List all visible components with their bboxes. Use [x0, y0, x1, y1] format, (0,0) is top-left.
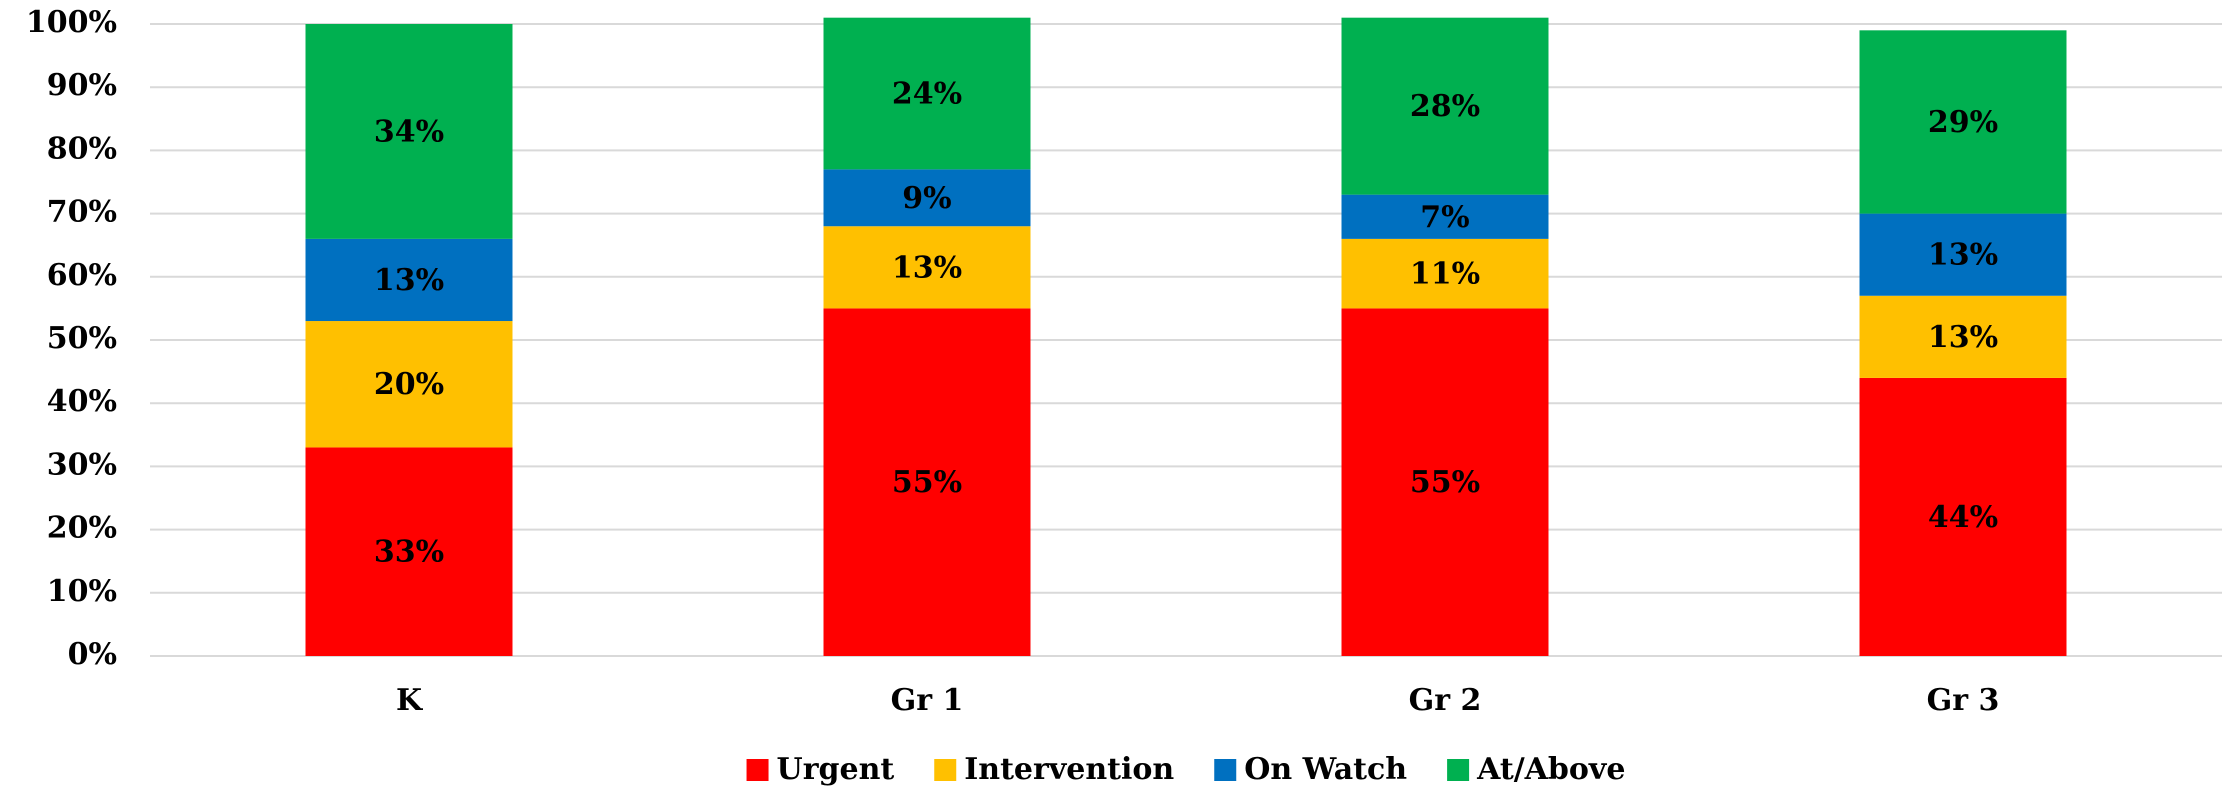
bar-segment: [305, 447, 513, 656]
value-label: 34%: [374, 114, 444, 149]
legend-label: At/Above: [1476, 752, 1625, 787]
x-tick-label: K: [396, 683, 423, 718]
bar-segment: [1341, 194, 1549, 239]
y-tick-label: 30%: [47, 447, 117, 482]
value-label: 9%: [902, 181, 951, 216]
legend-swatch: [1447, 759, 1470, 781]
y-tick-label: 20%: [47, 511, 117, 546]
x-tick-label: Gr 3: [1927, 683, 2000, 718]
bar-segment: [1341, 238, 1549, 309]
y-tick-label: 50%: [47, 321, 117, 356]
y-tick-label: 10%: [47, 574, 117, 609]
bar-segment: [1341, 17, 1549, 195]
value-label: 13%: [892, 250, 962, 285]
y-tick-label: 40%: [47, 384, 117, 419]
bar-segment: [305, 24, 513, 239]
bar-segment: [1859, 295, 2067, 378]
value-label: 7%: [1420, 200, 1469, 235]
legend-label: Urgent: [777, 752, 895, 787]
bar-segment: [1341, 308, 1549, 656]
bar-segment: [305, 238, 513, 322]
legend-label: On Watch: [1244, 752, 1407, 787]
value-label: 33%: [374, 535, 444, 570]
bar-segment: [1859, 213, 2067, 296]
value-label: 44%: [1928, 500, 1998, 535]
legend-label: Intervention: [964, 752, 1174, 787]
bar-segment: [305, 321, 513, 448]
y-tick-label: 70%: [47, 195, 117, 230]
value-label: 28%: [1410, 89, 1480, 124]
legend-swatch: [934, 759, 957, 781]
y-tick-label: 90%: [47, 68, 117, 103]
x-tick-label: Gr 2: [1409, 683, 1482, 718]
y-tick-label: 80%: [47, 131, 117, 166]
value-label: 20%: [374, 367, 444, 402]
bar-segment: [1859, 30, 2067, 214]
legend-swatch: [746, 759, 769, 781]
value-label: 55%: [892, 465, 962, 500]
value-label: 24%: [892, 77, 962, 112]
bar-segment: [823, 308, 1031, 656]
x-tick-label: Gr 1: [891, 683, 964, 718]
value-label: 13%: [1928, 320, 1998, 355]
value-label: 29%: [1928, 105, 1998, 140]
y-tick-label: 0%: [68, 637, 117, 672]
value-label: 13%: [1928, 238, 1998, 273]
bar-segment: [823, 17, 1031, 170]
value-label: 55%: [1410, 465, 1480, 500]
y-tick-label: 60%: [47, 258, 117, 293]
legend-swatch: [1214, 759, 1237, 781]
bar-segment: [823, 226, 1031, 309]
y-tick-label: 100%: [26, 5, 117, 40]
bar-segment: [1859, 377, 2067, 656]
value-label: 13%: [374, 263, 444, 298]
value-label: 11%: [1410, 257, 1480, 292]
bar-segment: [823, 169, 1031, 227]
